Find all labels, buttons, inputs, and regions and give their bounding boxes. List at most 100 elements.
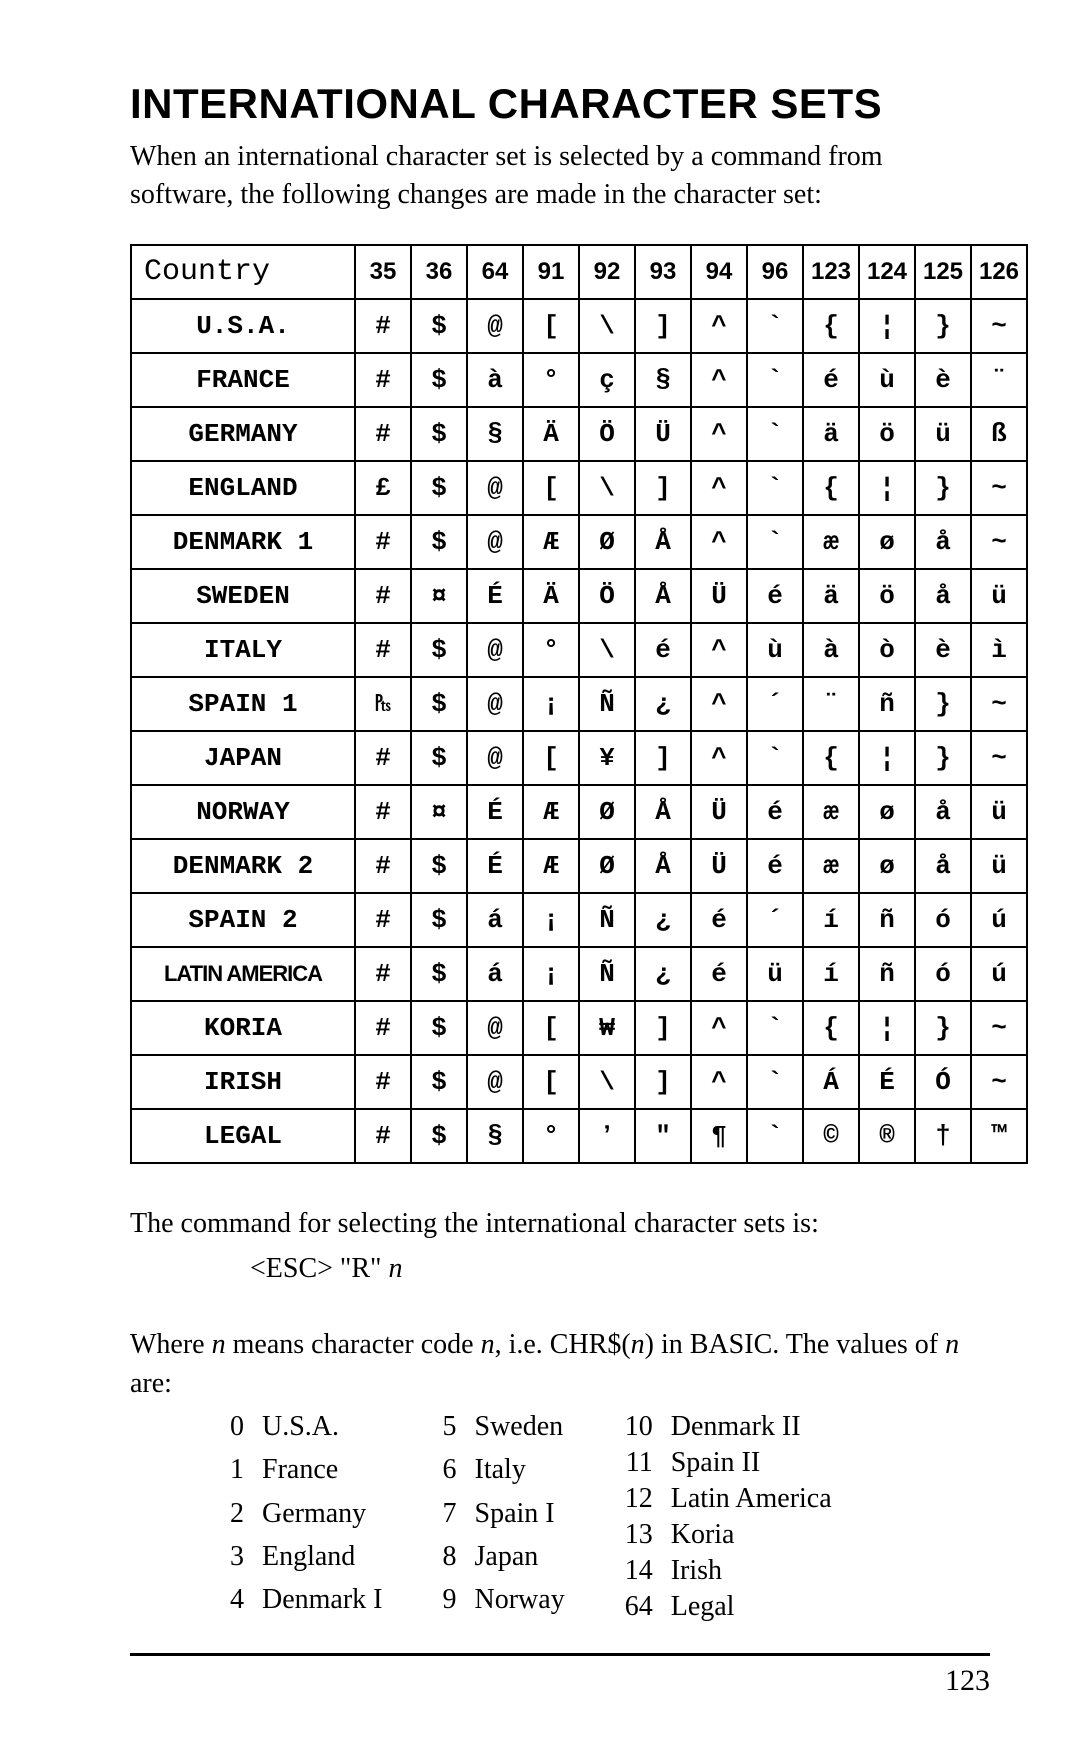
char-cell: ø (859, 515, 915, 569)
country-cell: LEGAL (131, 1109, 355, 1163)
char-cell: ç (579, 353, 635, 407)
code-number: 4 (230, 1584, 244, 1623)
char-cell: § (467, 407, 523, 461)
char-cell: å (915, 569, 971, 623)
char-cell: Ñ (579, 677, 635, 731)
code-number: 14 (625, 1555, 653, 1587)
char-cell: Ö (579, 407, 635, 461)
char-cell: Ü (635, 407, 691, 461)
table-row: U.S.A.#$@[\]^`{¦}~ (131, 299, 1027, 353)
codes-column: 10Denmark II11Spain II12Latin America13K… (625, 1411, 832, 1623)
table-row: JAPAN#$@[¥]^`{¦}~ (131, 731, 1027, 785)
footer-divider (130, 1653, 990, 1656)
header-country: Country (131, 245, 355, 299)
char-cell: $ (411, 353, 467, 407)
char-cell: @ (467, 299, 523, 353)
char-cell: É (467, 785, 523, 839)
table-row: SPAIN 1₧$@¡Ñ¿^´¨ñ}~ (131, 677, 1027, 731)
char-cell: § (467, 1109, 523, 1163)
code-number: 11 (625, 1447, 653, 1479)
codes-column: 0U.S.A.1France2Germany3England4Denmark I (230, 1411, 383, 1623)
char-cell: { (803, 461, 859, 515)
country-cell: DENMARK 1 (131, 515, 355, 569)
table-row: NORWAY#¤ÉÆØÅÜéæøåü (131, 785, 1027, 839)
char-cell: ° (523, 353, 579, 407)
char-cell: é (635, 623, 691, 677)
codes-column: 5Sweden6Italy7Spain I8Japan9Norway (443, 1411, 565, 1623)
char-cell: í (803, 947, 859, 1001)
char-cell: ~ (971, 677, 1027, 731)
char-cell: { (803, 299, 859, 353)
code-number: 5 (443, 1411, 457, 1450)
char-cell: £ (355, 461, 411, 515)
char-cell: [ (523, 461, 579, 515)
command-line: <ESC> "R" n (250, 1253, 990, 1285)
char-cell: æ (803, 785, 859, 839)
char-cell: ° (523, 1109, 579, 1163)
char-cell: ] (635, 461, 691, 515)
char-cell: ù (859, 353, 915, 407)
char-cell: § (635, 353, 691, 407)
table-row: IRISH#$@[\]^`ÁÉÓ~ (131, 1055, 1027, 1109)
header-code: 124 (859, 245, 915, 299)
char-cell: $ (411, 515, 467, 569)
char-cell: ^ (691, 461, 747, 515)
char-cell: ™ (971, 1109, 1027, 1163)
char-cell: ö (859, 569, 915, 623)
char-cell: ` (747, 515, 803, 569)
code-label: Spain I (475, 1498, 565, 1537)
char-cell: ¡ (523, 677, 579, 731)
header-code: 93 (635, 245, 691, 299)
char-cell: ~ (971, 731, 1027, 785)
char-cell: ó (915, 947, 971, 1001)
char-cell: Æ (523, 515, 579, 569)
header-code: 94 (691, 245, 747, 299)
char-cell: ü (971, 569, 1027, 623)
header-code: 125 (915, 245, 971, 299)
char-cell: ø (859, 785, 915, 839)
char-cell: Ø (579, 785, 635, 839)
char-cell: ß (971, 407, 1027, 461)
char-cell: ` (747, 1109, 803, 1163)
char-cell: } (915, 461, 971, 515)
char-cell: # (355, 1109, 411, 1163)
char-cell: à (803, 623, 859, 677)
char-cell: ¦ (859, 1001, 915, 1055)
char-cell: ~ (971, 461, 1027, 515)
char-cell: ® (859, 1109, 915, 1163)
char-cell: ¡ (523, 893, 579, 947)
char-cell: Ñ (579, 893, 635, 947)
code-number: 3 (230, 1541, 244, 1580)
char-cell: å (915, 785, 971, 839)
char-cell: # (355, 893, 411, 947)
char-cell: } (915, 299, 971, 353)
char-cell: ü (747, 947, 803, 1001)
char-cell: ^ (691, 731, 747, 785)
char-cell: ä (803, 407, 859, 461)
char-cell: \ (579, 461, 635, 515)
char-cell: ] (635, 731, 691, 785)
char-cell: } (915, 1001, 971, 1055)
char-cell: $ (411, 1109, 467, 1163)
char-cell: ʼ (579, 1109, 635, 1163)
header-code: 126 (971, 245, 1027, 299)
char-cell: ~ (971, 515, 1027, 569)
code-label: Legal (671, 1591, 832, 1623)
char-cell: # (355, 407, 411, 461)
code-label: Koria (671, 1519, 832, 1551)
char-cell: ` (747, 1055, 803, 1109)
table-row: DENMARK 2#$ÉÆØÅÜéæøåü (131, 839, 1027, 893)
command-prefix: <ESC> "R" (250, 1253, 388, 1284)
char-cell: † (915, 1109, 971, 1163)
code-number: 6 (443, 1454, 457, 1493)
char-cell: ü (971, 839, 1027, 893)
char-cell: á (467, 893, 523, 947)
char-cell: Æ (523, 839, 579, 893)
document-page: INTERNATIONAL CHARACTER SETS When an int… (0, 0, 1080, 1738)
char-cell: $ (411, 407, 467, 461)
char-cell: @ (467, 1055, 523, 1109)
char-cell: [ (523, 731, 579, 785)
char-cell: ₩ (579, 1001, 635, 1055)
code-number: 0 (230, 1411, 244, 1450)
char-cell: ñ (859, 947, 915, 1001)
